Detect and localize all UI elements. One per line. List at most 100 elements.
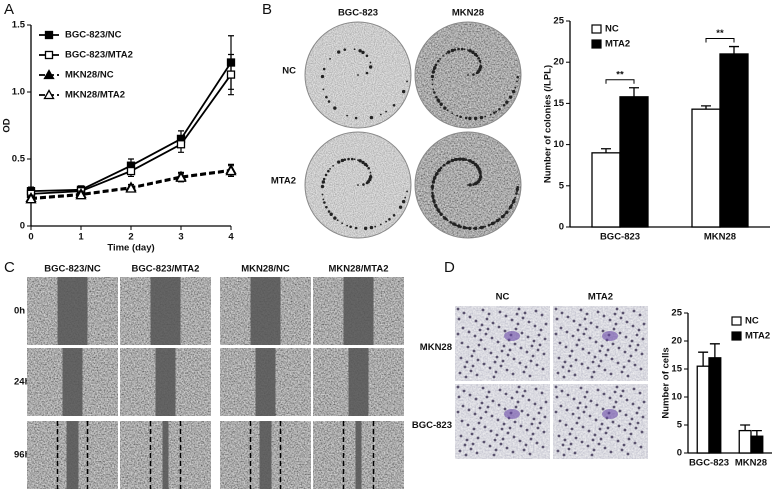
y-axis-label: Number of cells [661,347,672,418]
colony [340,158,345,163]
cell [611,420,615,424]
cell [593,355,597,359]
colony [369,174,372,177]
colony [431,78,434,81]
cell [570,427,574,431]
cell [532,339,536,343]
cell [586,366,590,370]
colony [435,95,438,99]
cell [599,437,603,441]
cell [627,359,631,363]
cell [610,357,614,361]
cell [534,309,538,313]
cell [474,319,478,323]
colony [459,115,462,119]
column-label: BGC-823 [338,8,378,19]
cell [617,346,621,350]
cell [532,417,536,421]
cell [479,338,483,342]
cell [526,413,530,417]
colony [392,103,396,107]
row-label: MKN28 [420,342,452,353]
y-tick-label: 0.5 [12,154,26,165]
cell [622,443,626,447]
cell [528,452,532,456]
transwell-image [553,306,648,381]
cell [565,330,569,334]
cell [618,331,622,335]
cell [562,375,566,379]
cell [565,408,569,412]
y-tick-label: 25 [671,308,682,319]
cell [525,428,529,432]
cell [540,313,544,317]
cell [540,391,544,395]
colony [502,103,506,107]
cell [535,363,539,367]
cell [491,321,495,325]
colony [516,75,520,79]
cell [557,356,561,360]
colony [437,59,440,63]
colony [504,212,507,215]
y-tick-label: 10 [553,139,564,150]
colony [401,199,406,204]
cell [461,404,465,408]
cell [576,406,580,410]
cell [587,351,591,355]
cell [456,332,460,336]
transwell-image [455,384,550,459]
colony [442,215,445,218]
cell [611,342,615,346]
cell [463,443,467,447]
cell [599,359,603,363]
cell [569,364,573,368]
cell [615,307,619,311]
colony [431,191,434,195]
cell [484,332,488,336]
cell [542,352,546,356]
colony [467,227,469,230]
scratch-area [348,348,369,416]
colony [452,222,456,226]
cell [519,424,523,428]
colony [341,222,344,225]
cell [499,442,503,446]
cell [556,449,560,453]
colony [385,220,388,223]
colony [327,169,330,173]
cell [531,354,535,358]
cell [629,354,633,358]
cell [603,368,607,372]
bar [719,53,749,228]
colony [434,63,438,67]
colony [406,80,408,83]
colony [464,116,468,120]
colony [444,217,448,221]
cell [518,361,522,365]
panel-label: B [262,1,272,18]
colony [468,226,472,231]
cell [541,367,545,371]
stain [504,409,520,419]
x-tick-label: 3 [178,232,183,243]
colony [392,213,396,217]
error-bar [729,45,739,54]
legend-swatch [731,331,742,341]
cell [475,451,479,455]
panel-label: C [4,259,15,276]
colony [329,167,331,170]
significance-bracket [705,38,735,43]
cell [537,411,541,415]
cell [502,344,506,348]
bar [696,365,710,454]
cell [620,448,624,452]
cell [557,434,561,438]
cell [481,386,485,390]
colony [439,57,441,60]
cell [518,439,522,443]
cell [528,374,532,378]
colony [449,220,452,224]
cell [469,447,473,451]
y-tick-label: 5 [559,180,565,191]
